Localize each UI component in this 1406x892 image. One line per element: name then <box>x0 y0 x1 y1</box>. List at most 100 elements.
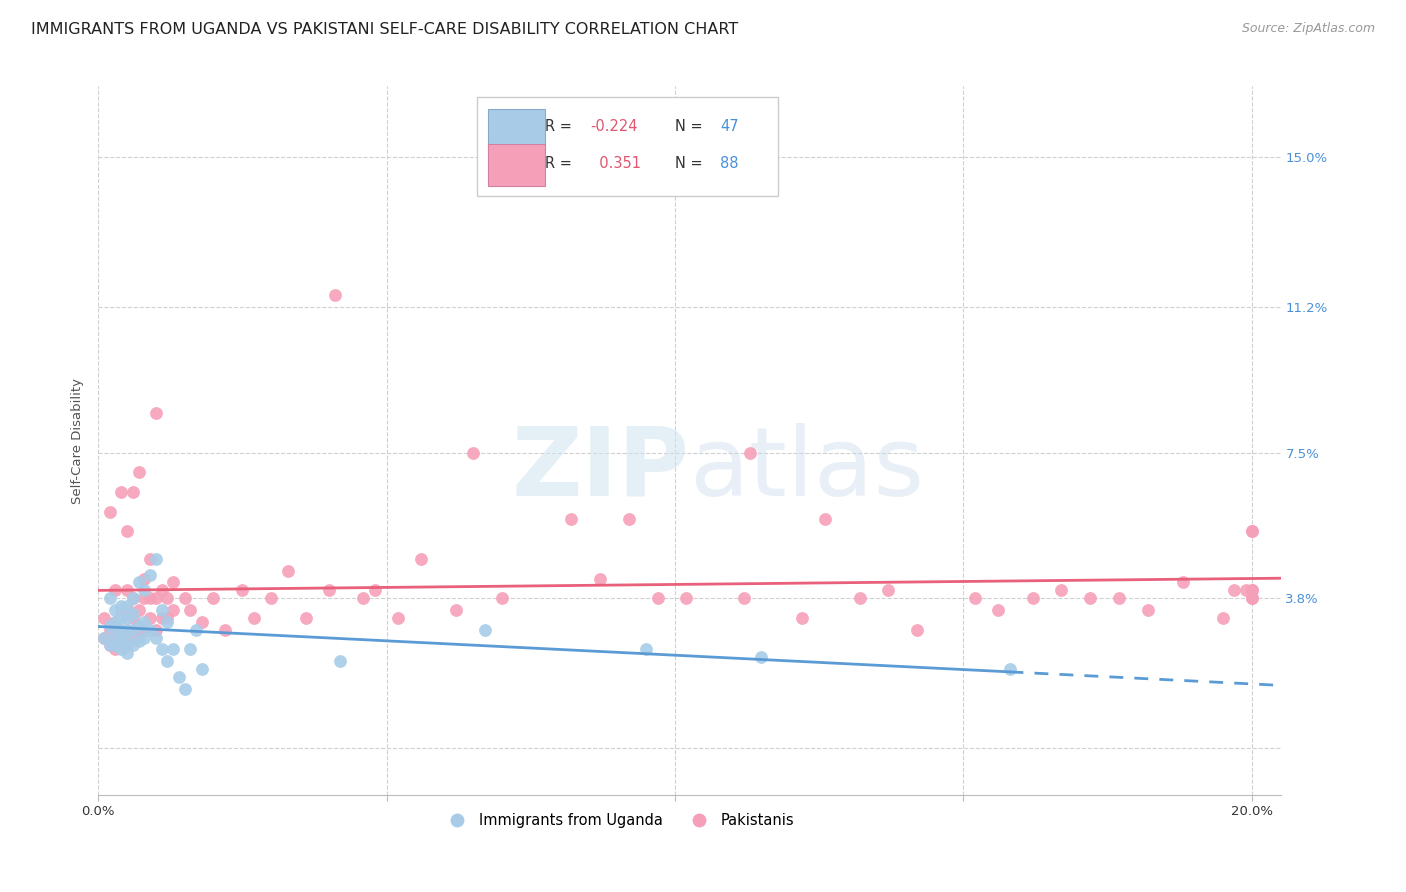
Point <box>115 603 138 617</box>
Point <box>1108 591 1130 606</box>
Point <box>179 603 201 617</box>
Point <box>128 634 150 648</box>
Point <box>150 603 173 617</box>
Point <box>318 583 340 598</box>
Point <box>115 524 138 539</box>
Point <box>121 611 143 625</box>
Text: N =: N = <box>675 156 707 171</box>
Point <box>115 623 138 637</box>
Point <box>1240 524 1263 539</box>
Point <box>277 564 299 578</box>
Point <box>173 681 195 696</box>
Point <box>156 615 179 629</box>
Point <box>387 611 409 625</box>
Point <box>733 591 755 606</box>
Point <box>461 445 484 459</box>
Text: -0.224: -0.224 <box>591 120 637 135</box>
Point <box>104 615 127 629</box>
Point <box>128 623 150 637</box>
Text: IMMIGRANTS FROM UGANDA VS PAKISTANI SELF-CARE DISABILITY CORRELATION CHART: IMMIGRANTS FROM UGANDA VS PAKISTANI SELF… <box>31 22 738 37</box>
Point <box>110 599 132 613</box>
Point <box>150 642 173 657</box>
Point <box>139 591 162 606</box>
Point <box>128 465 150 479</box>
Legend: Immigrants from Uganda, Pakistanis: Immigrants from Uganda, Pakistanis <box>436 807 800 834</box>
Point <box>1240 583 1263 598</box>
Point <box>145 406 167 420</box>
Point <box>98 505 121 519</box>
Point <box>110 623 132 637</box>
Point <box>145 551 167 566</box>
Point <box>104 603 127 617</box>
Point <box>243 611 266 625</box>
Text: R =: R = <box>546 156 576 171</box>
Point <box>110 603 132 617</box>
Point <box>162 603 184 617</box>
Point <box>1050 583 1073 598</box>
Point <box>167 670 190 684</box>
Point <box>411 551 433 566</box>
Point <box>128 603 150 617</box>
Point <box>139 611 162 625</box>
Point <box>156 654 179 668</box>
Point <box>150 583 173 598</box>
Point <box>121 631 143 645</box>
Point <box>134 623 156 637</box>
Point <box>121 484 143 499</box>
Y-axis label: Self-Care Disability: Self-Care Disability <box>72 377 84 504</box>
Point <box>1223 583 1246 598</box>
Point <box>93 611 115 625</box>
Point <box>110 642 132 657</box>
Point <box>1234 583 1257 598</box>
Point <box>121 623 143 637</box>
Point <box>150 611 173 625</box>
Point <box>191 615 214 629</box>
Point <box>1212 611 1234 625</box>
Point <box>636 642 658 657</box>
FancyBboxPatch shape <box>477 97 778 196</box>
Point <box>98 639 121 653</box>
Point <box>134 615 156 629</box>
Point <box>104 634 127 648</box>
Point <box>364 583 387 598</box>
Point <box>647 591 669 606</box>
Point <box>987 603 1010 617</box>
Point <box>444 603 467 617</box>
Text: 47: 47 <box>720 120 738 135</box>
Point <box>104 642 127 657</box>
Point <box>121 639 143 653</box>
FancyBboxPatch shape <box>488 109 546 150</box>
Point <box>134 583 156 598</box>
Point <box>848 591 870 606</box>
Point <box>104 626 127 640</box>
Point <box>128 619 150 633</box>
Point <box>121 607 143 621</box>
Text: 88: 88 <box>720 156 738 171</box>
Point <box>1136 603 1159 617</box>
Point <box>139 551 162 566</box>
Point <box>179 642 201 657</box>
Point <box>560 512 582 526</box>
Point <box>110 634 132 648</box>
Point <box>98 619 121 633</box>
Point <box>93 631 115 645</box>
Point <box>474 623 496 637</box>
Point <box>589 572 612 586</box>
Point <box>1240 583 1263 598</box>
Point <box>134 591 156 606</box>
Point <box>214 623 236 637</box>
Point <box>139 623 162 637</box>
Point <box>115 634 138 648</box>
Point <box>115 623 138 637</box>
Point <box>162 642 184 657</box>
Point <box>110 623 132 637</box>
FancyBboxPatch shape <box>488 145 546 186</box>
Text: atlas: atlas <box>689 423 925 516</box>
Point <box>110 634 132 648</box>
Point <box>738 445 761 459</box>
Point <box>104 615 127 629</box>
Text: Source: ZipAtlas.com: Source: ZipAtlas.com <box>1241 22 1375 36</box>
Text: R =: R = <box>546 120 576 135</box>
Point <box>998 662 1021 676</box>
Point <box>814 512 837 526</box>
